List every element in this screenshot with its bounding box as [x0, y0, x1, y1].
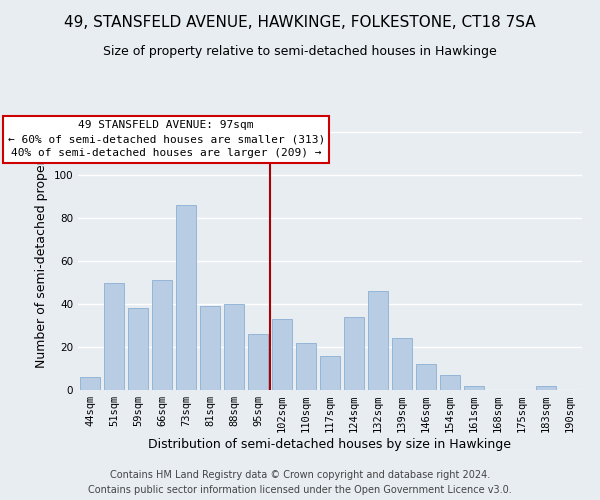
- Text: Size of property relative to semi-detached houses in Hawkinge: Size of property relative to semi-detach…: [103, 45, 497, 58]
- Bar: [80, 377, 100, 390]
- Bar: [248, 334, 268, 390]
- Bar: [464, 386, 484, 390]
- Bar: [344, 317, 364, 390]
- Text: Contains public sector information licensed under the Open Government Licence v3: Contains public sector information licen…: [88, 485, 512, 495]
- X-axis label: Distribution of semi-detached houses by size in Hawkinge: Distribution of semi-detached houses by …: [149, 438, 511, 451]
- Bar: [440, 375, 460, 390]
- Bar: [536, 386, 556, 390]
- Y-axis label: Number of semi-detached properties: Number of semi-detached properties: [35, 137, 48, 368]
- Text: 49 STANSFELD AVENUE: 97sqm
← 60% of semi-detached houses are smaller (313)
40% o: 49 STANSFELD AVENUE: 97sqm ← 60% of semi…: [8, 120, 325, 158]
- Bar: [200, 306, 220, 390]
- Bar: [104, 282, 124, 390]
- Text: Contains HM Land Registry data © Crown copyright and database right 2024.: Contains HM Land Registry data © Crown c…: [110, 470, 490, 480]
- Bar: [416, 364, 436, 390]
- Bar: [224, 304, 244, 390]
- Bar: [152, 280, 172, 390]
- Bar: [320, 356, 340, 390]
- Bar: [296, 342, 316, 390]
- Bar: [176, 205, 196, 390]
- Bar: [272, 319, 292, 390]
- Text: 49, STANSFELD AVENUE, HAWKINGE, FOLKESTONE, CT18 7SA: 49, STANSFELD AVENUE, HAWKINGE, FOLKESTO…: [64, 15, 536, 30]
- Bar: [128, 308, 148, 390]
- Bar: [392, 338, 412, 390]
- Bar: [368, 291, 388, 390]
